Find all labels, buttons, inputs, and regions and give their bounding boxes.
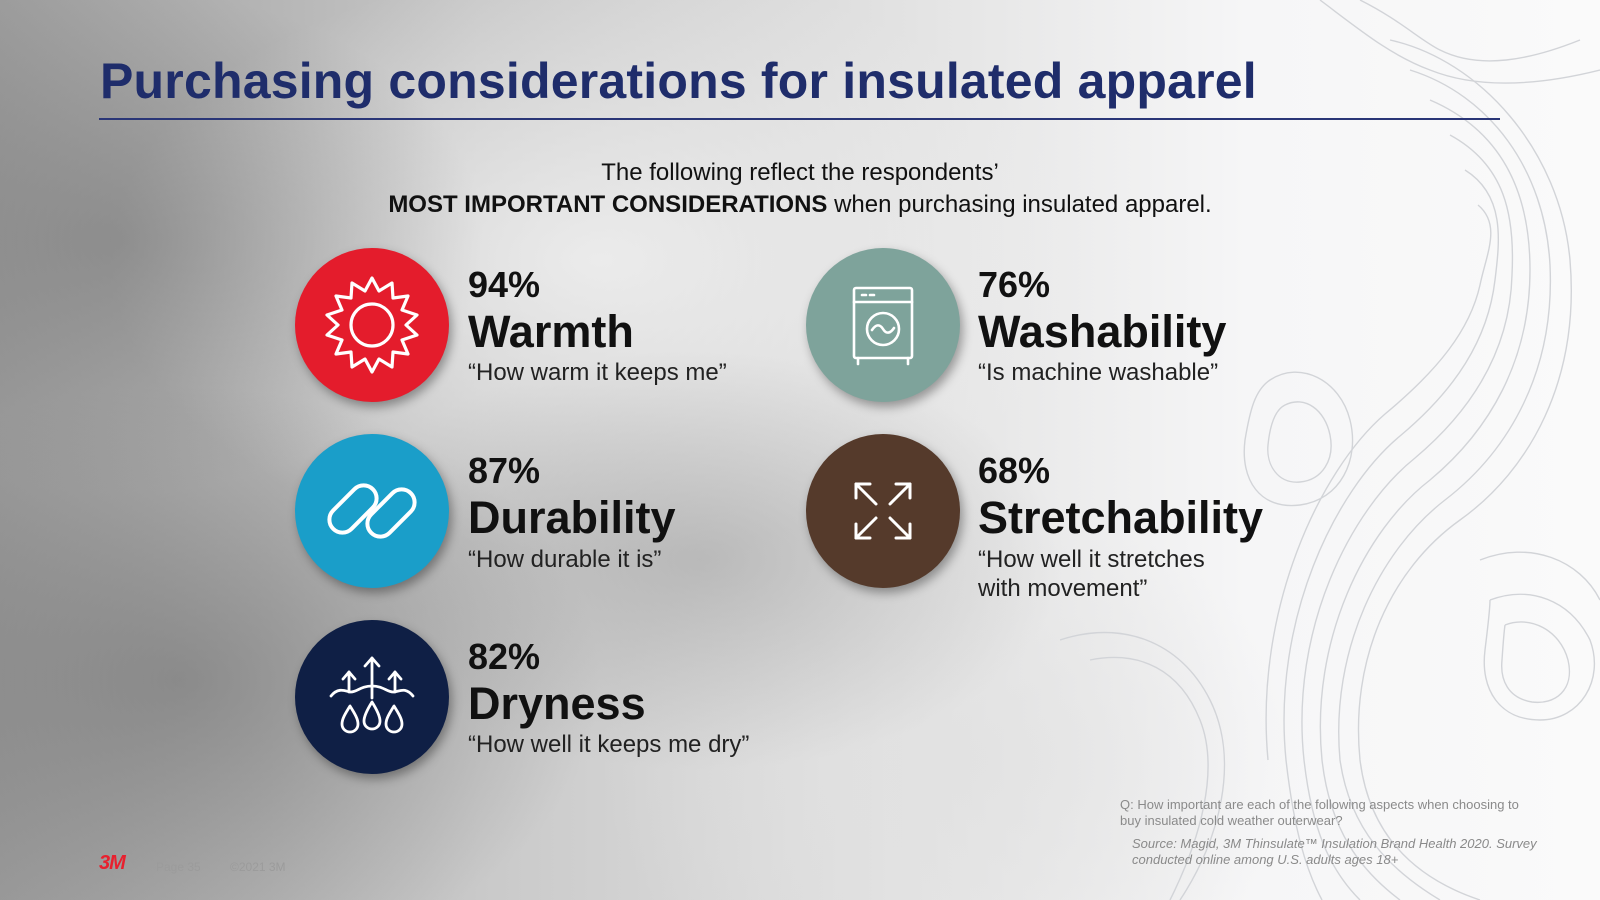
intro-line-2-rest: when purchasing insulated apparel.: [827, 191, 1212, 218]
washability-percent: 76%: [978, 264, 1051, 305]
dryness-percent: 82%: [468, 636, 541, 677]
dryness-quote: “How well it keeps me dry”: [468, 731, 750, 758]
warmth-quote: “How warm it keeps me”: [468, 359, 727, 386]
stretchability-quote: “How well it stretches with movement”: [978, 546, 1205, 602]
washing-machine-icon: [806, 248, 960, 402]
warmth-percent: 94%: [468, 264, 541, 305]
intro-line-2: MOST IMPORTANT CONSIDERATIONS when purch…: [250, 189, 1350, 221]
moisture-wicking-icon: [295, 620, 449, 774]
dryness-label: Dryness: [468, 678, 646, 729]
page-title: Purchasing considerations for insulated …: [100, 53, 1257, 109]
chain-link-icon: [295, 434, 449, 588]
topographic-lines-decoration: [1060, 0, 1600, 900]
copyright: ©2021 3M: [230, 860, 286, 874]
warmth-label: Warmth: [468, 306, 634, 357]
3m-logo: 3M: [99, 852, 126, 874]
survey-question-footnote: Q: How important are each of the followi…: [1120, 797, 1519, 828]
durability-quote: “How durable it is”: [468, 546, 662, 573]
stretchability-percent: 68%: [978, 450, 1051, 491]
sun-icon: [295, 248, 449, 402]
intro-text: The following reflect the respondents’ M…: [250, 157, 1350, 221]
page-number: Page 35: [156, 860, 201, 874]
intro-emphasis: MOST IMPORTANT CONSIDERATIONS: [388, 191, 828, 218]
intro-line-1: The following reflect the respondents’: [601, 159, 999, 186]
expand-arrows-icon: [806, 434, 960, 588]
durability-label: Durability: [468, 492, 676, 543]
title-underline: [99, 118, 1500, 120]
stretchability-label: Stretchability: [978, 492, 1264, 543]
washability-label: Washability: [978, 306, 1227, 357]
durability-percent: 87%: [468, 450, 541, 491]
washability-quote: “Is machine washable”: [978, 359, 1219, 386]
source-note: Source: Magid, 3M Thinsulate™ Insulation…: [1132, 836, 1537, 867]
